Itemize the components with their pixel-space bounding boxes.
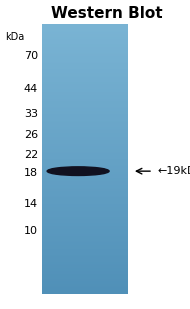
Text: 70: 70 bbox=[24, 51, 38, 61]
Text: 44: 44 bbox=[24, 84, 38, 94]
Text: 18: 18 bbox=[24, 167, 38, 177]
Ellipse shape bbox=[47, 167, 109, 176]
Text: kDa: kDa bbox=[5, 32, 24, 42]
Text: 14: 14 bbox=[24, 199, 38, 209]
Text: ←19kDa: ←19kDa bbox=[158, 166, 190, 176]
Text: 26: 26 bbox=[24, 130, 38, 140]
Text: 10: 10 bbox=[24, 226, 38, 235]
Text: Western Blot: Western Blot bbox=[51, 6, 162, 22]
Text: 22: 22 bbox=[24, 150, 38, 160]
Text: 33: 33 bbox=[24, 109, 38, 120]
